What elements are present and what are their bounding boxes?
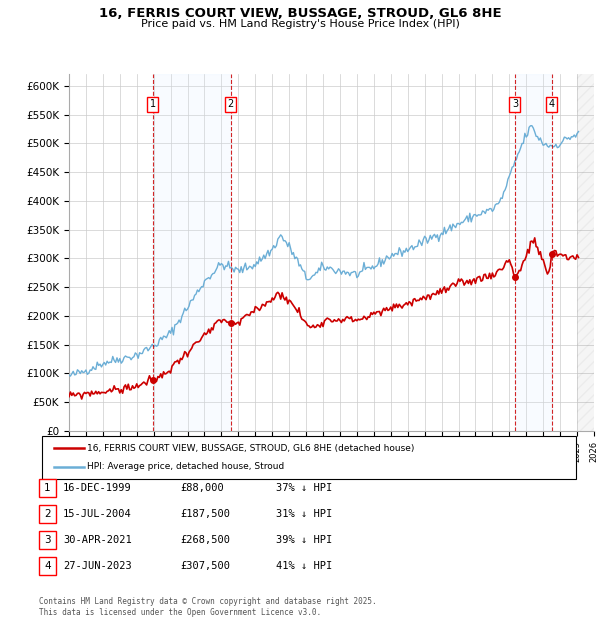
- Text: 2: 2: [44, 509, 51, 519]
- Text: 30-APR-2021: 30-APR-2021: [63, 535, 132, 545]
- Text: £268,500: £268,500: [180, 535, 230, 545]
- Text: 41% ↓ HPI: 41% ↓ HPI: [276, 561, 332, 571]
- Text: 27-JUN-2023: 27-JUN-2023: [63, 561, 132, 571]
- Bar: [577, 74, 594, 431]
- Text: HPI: Average price, detached house, Stroud: HPI: Average price, detached house, Stro…: [87, 463, 284, 471]
- Text: £187,500: £187,500: [180, 509, 230, 519]
- Text: 16, FERRIS COURT VIEW, BUSSAGE, STROUD, GL6 8HE (detached house): 16, FERRIS COURT VIEW, BUSSAGE, STROUD, …: [87, 444, 415, 453]
- Text: 16-DEC-1999: 16-DEC-1999: [63, 483, 132, 493]
- Text: 4: 4: [548, 99, 555, 109]
- Text: 37% ↓ HPI: 37% ↓ HPI: [276, 483, 332, 493]
- Bar: [515, 74, 551, 431]
- Text: 4: 4: [44, 561, 51, 571]
- Text: 16, FERRIS COURT VIEW, BUSSAGE, STROUD, GL6 8HE: 16, FERRIS COURT VIEW, BUSSAGE, STROUD, …: [98, 7, 502, 20]
- Bar: [153, 74, 230, 431]
- Text: 2: 2: [227, 99, 234, 109]
- Text: 3: 3: [44, 535, 51, 545]
- Text: 1: 1: [44, 483, 51, 493]
- Text: 1: 1: [150, 99, 156, 109]
- Text: Contains HM Land Registry data © Crown copyright and database right 2025.
This d: Contains HM Land Registry data © Crown c…: [39, 598, 377, 617]
- Text: 31% ↓ HPI: 31% ↓ HPI: [276, 509, 332, 519]
- Text: 15-JUL-2004: 15-JUL-2004: [63, 509, 132, 519]
- Text: 3: 3: [512, 99, 518, 109]
- Text: 39% ↓ HPI: 39% ↓ HPI: [276, 535, 332, 545]
- Text: Price paid vs. HM Land Registry's House Price Index (HPI): Price paid vs. HM Land Registry's House …: [140, 19, 460, 29]
- Text: £88,000: £88,000: [180, 483, 224, 493]
- Text: £307,500: £307,500: [180, 561, 230, 571]
